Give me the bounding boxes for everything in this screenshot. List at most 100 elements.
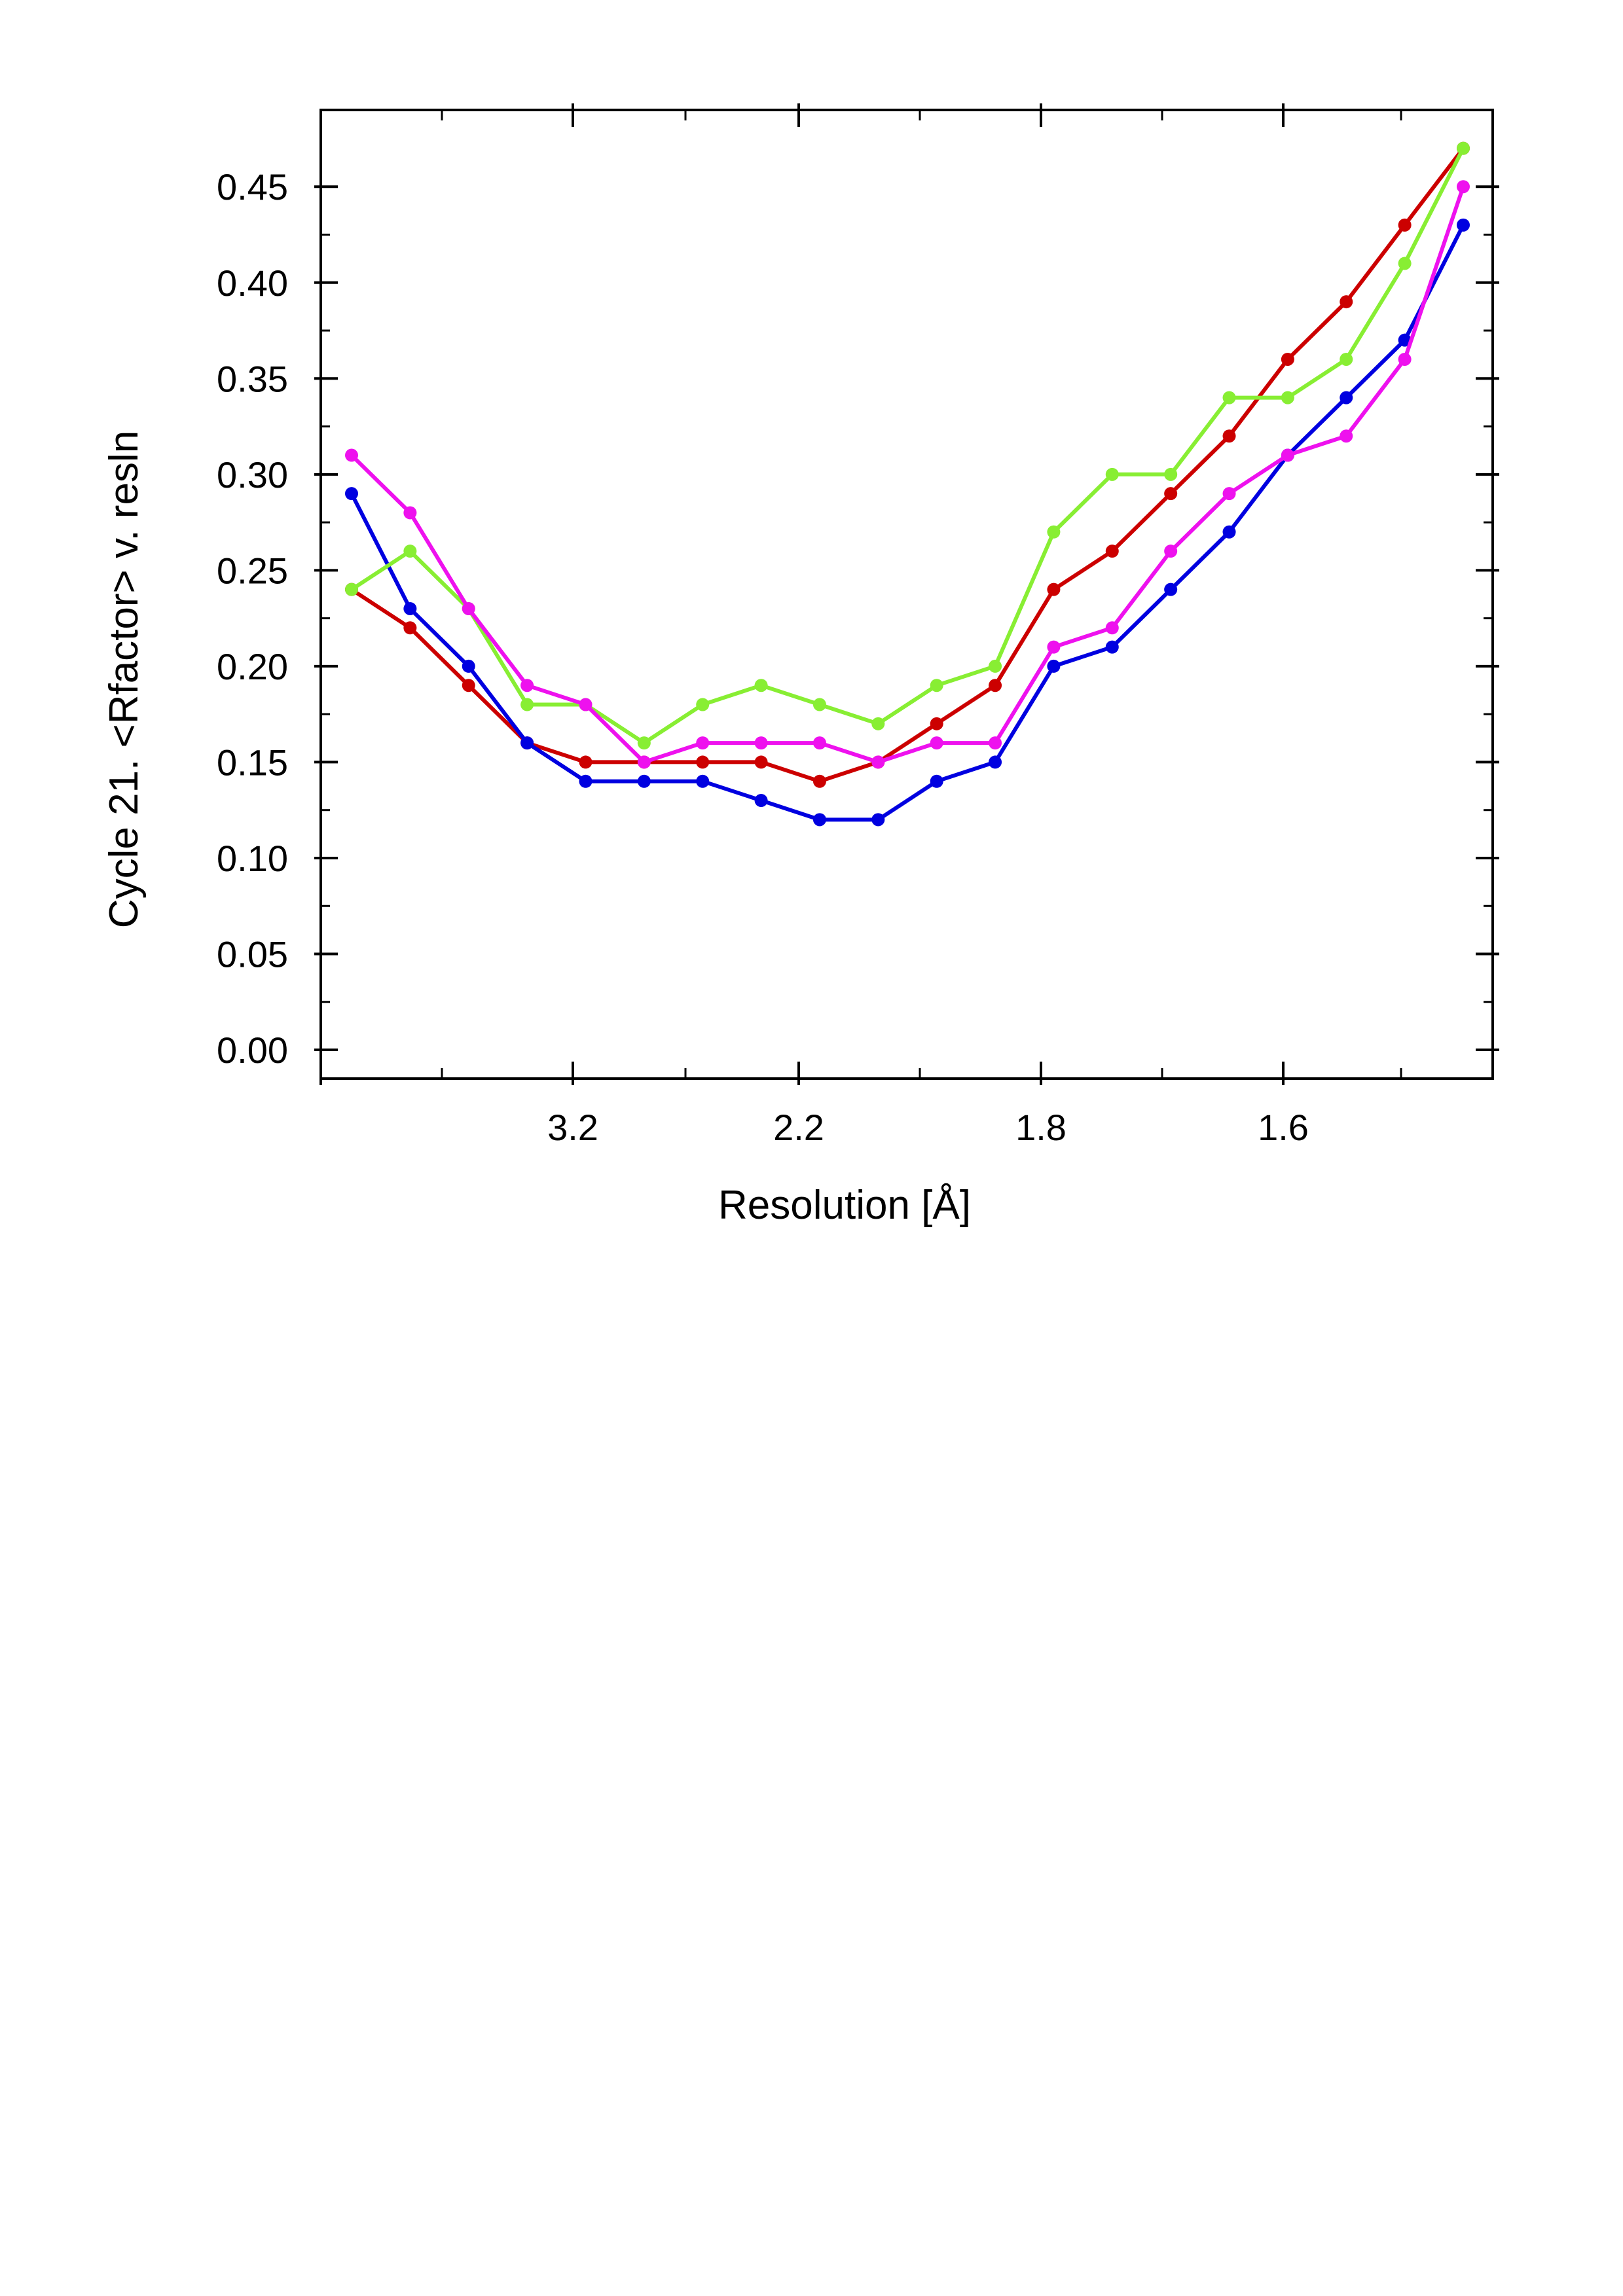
data-point: [462, 679, 475, 692]
series-3: [345, 141, 1470, 750]
y-axis-label: Cycle 21. <Rfactor> v. resln: [101, 431, 147, 928]
series-line: [350, 147, 1465, 783]
series-line: [350, 147, 1465, 745]
data-point: [930, 774, 943, 788]
data-point: [812, 813, 826, 827]
data-point: [637, 774, 651, 788]
data-point: [403, 545, 417, 558]
y-tick-label: 0.20: [217, 646, 288, 687]
data-point: [1398, 333, 1412, 347]
data-point: [754, 755, 768, 769]
x-tick-label: 1.8: [1015, 1107, 1067, 1148]
data-point: [462, 659, 475, 673]
series-group: [345, 141, 1470, 827]
data-point: [520, 736, 534, 750]
data-point: [1164, 487, 1178, 501]
data-point: [1105, 467, 1119, 481]
data-point: [462, 601, 475, 615]
data-point: [696, 755, 710, 769]
series-2: [345, 218, 1470, 827]
data-point: [1340, 429, 1353, 443]
data-point: [637, 736, 651, 750]
y-tick-label: 0.15: [217, 742, 288, 783]
data-point: [1105, 545, 1119, 558]
x-axis-label: Resolution [Å]: [718, 1183, 971, 1228]
series-4: [345, 180, 1470, 769]
data-point: [989, 679, 1002, 692]
data-point: [1164, 545, 1178, 558]
data-point: [1398, 257, 1412, 270]
y-tick-label: 0.05: [217, 934, 288, 975]
x-tick-label: 1.6: [1258, 1107, 1309, 1148]
data-point: [1457, 141, 1470, 155]
data-point: [579, 755, 593, 769]
data-point: [1047, 583, 1061, 596]
data-point: [520, 698, 534, 711]
data-point: [696, 774, 710, 788]
data-point: [1164, 467, 1178, 481]
plot-border: [319, 109, 1494, 1080]
y-tick-label: 0.00: [217, 1030, 288, 1071]
data-point: [812, 698, 826, 711]
data-point: [403, 621, 417, 635]
data-point: [1281, 448, 1294, 462]
data-point: [1164, 583, 1178, 596]
data-point: [930, 679, 943, 692]
data-point: [989, 736, 1002, 750]
data-point: [1222, 525, 1236, 539]
axis-ticks: [314, 103, 1499, 1085]
data-point: [579, 698, 593, 711]
plot-frame: [319, 109, 1494, 1080]
data-point: [403, 601, 417, 615]
data-point: [1281, 352, 1294, 366]
data-point: [345, 448, 358, 462]
series-line: [350, 224, 1465, 822]
data-point: [812, 774, 826, 788]
y-tick-label: 0.30: [217, 454, 288, 495]
series-line: [350, 186, 1465, 764]
data-point: [1222, 391, 1236, 404]
series-1: [345, 141, 1470, 788]
data-point: [1340, 352, 1353, 366]
data-point: [989, 755, 1002, 769]
data-point: [345, 583, 358, 596]
data-point: [754, 794, 768, 808]
data-point: [579, 774, 593, 788]
data-point: [1340, 295, 1353, 309]
x-tick-label: 2.2: [773, 1107, 824, 1148]
data-point: [696, 736, 710, 750]
data-point: [1281, 391, 1294, 404]
x-tick-labels: 3.2 2.2 1.8 1.6: [547, 1107, 1309, 1148]
data-point: [871, 717, 885, 730]
data-point: [1398, 218, 1412, 232]
data-point: [637, 755, 651, 769]
y-tick-label: 0.45: [217, 166, 288, 207]
data-point: [871, 813, 885, 827]
data-point: [520, 679, 534, 692]
y-tick-label: 0.25: [217, 550, 288, 591]
data-point: [930, 717, 943, 730]
data-point: [989, 659, 1002, 673]
data-point: [1047, 640, 1061, 654]
data-point: [930, 736, 943, 750]
data-point: [1340, 391, 1353, 404]
data-point: [1457, 218, 1470, 232]
data-point: [871, 755, 885, 769]
data-point: [1457, 180, 1470, 194]
y-tick-label: 0.40: [217, 262, 288, 304]
data-point: [1398, 352, 1412, 366]
y-tick-labels: 0.00 0.05 0.10 0.15 0.20 0.25 0.30 0.35 0.40 0.45: [217, 166, 288, 1071]
data-point: [1222, 429, 1236, 443]
x-tick-label: 3.2: [547, 1107, 598, 1148]
data-point: [1047, 659, 1061, 673]
data-point: [345, 487, 358, 501]
data-point: [1047, 525, 1061, 539]
data-point: [812, 736, 826, 750]
data-point: [1222, 487, 1236, 501]
data-point: [1105, 640, 1119, 654]
data-point: [754, 736, 768, 750]
data-point: [403, 506, 417, 520]
data-point: [754, 679, 768, 692]
data-point: [696, 698, 710, 711]
